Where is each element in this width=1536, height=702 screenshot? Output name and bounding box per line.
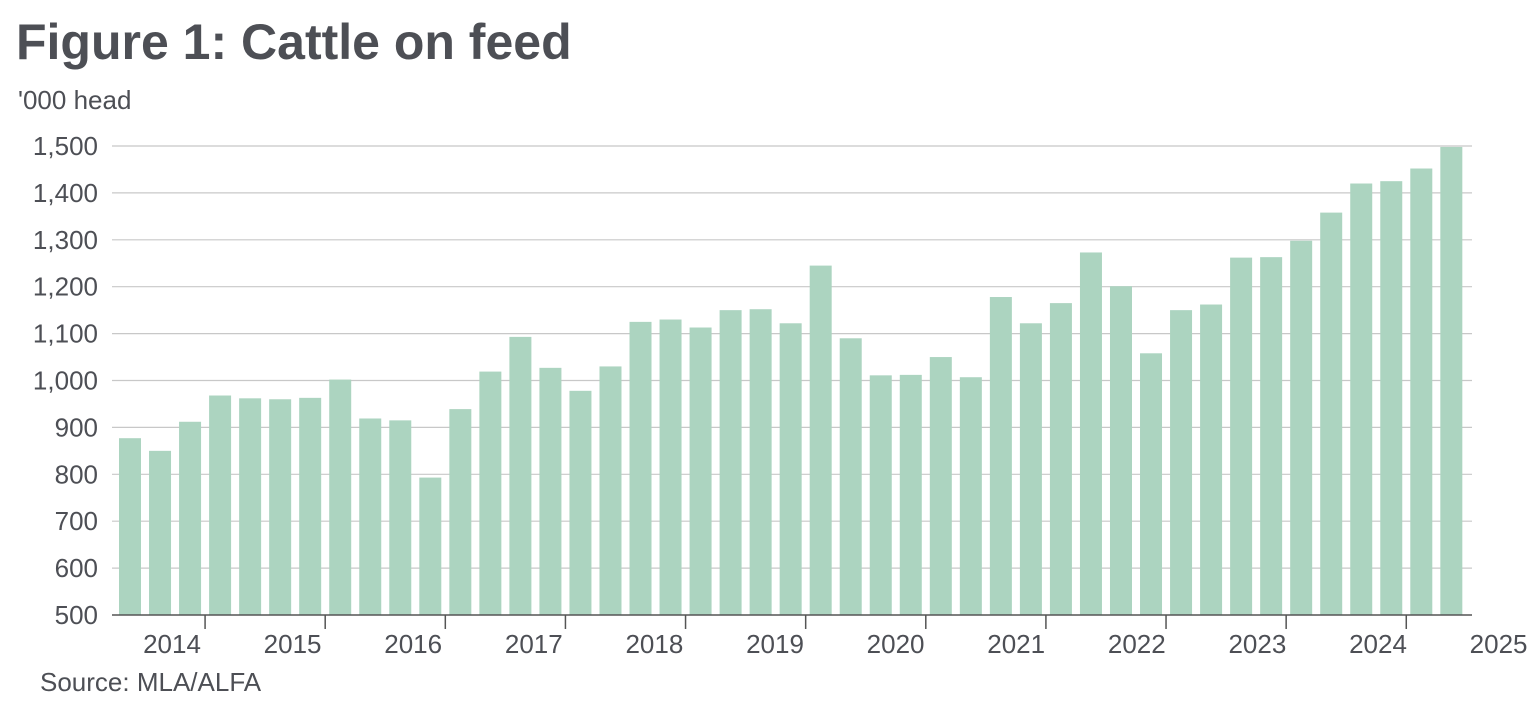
- bar: [269, 399, 292, 615]
- bar: [1049, 303, 1072, 615]
- y-tick-label: 1,200: [33, 272, 98, 302]
- bar: [1200, 304, 1223, 615]
- bar: [959, 377, 982, 615]
- x-tick-label: 2014: [143, 629, 201, 659]
- source-note: Source: MLA/ALFA: [40, 667, 262, 697]
- bar: [779, 323, 802, 615]
- bar: [839, 338, 862, 615]
- x-tick-label: 2018: [625, 629, 683, 659]
- bar: [1290, 240, 1313, 615]
- y-tick-label: 1,400: [33, 178, 98, 208]
- bar: [1260, 257, 1283, 615]
- bar: [569, 390, 592, 615]
- y-tick-label: 1,000: [33, 366, 98, 396]
- chart-title: Figure 1: Cattle on feed: [16, 14, 572, 70]
- bar: [1320, 212, 1343, 615]
- bar: [809, 265, 832, 615]
- bar: [239, 398, 262, 615]
- y-axis-tick-labels: 500 600 700 800 900 1,000 1,100 1,200 1,300 1,400…: [33, 131, 98, 630]
- bar: [1079, 252, 1102, 615]
- x-tick-label: 2015: [264, 629, 322, 659]
- bar: [389, 420, 412, 615]
- bar: [1170, 310, 1193, 615]
- x-tick-label: 2025: [1470, 629, 1528, 659]
- bar: [1350, 183, 1373, 615]
- bar: [1019, 323, 1042, 615]
- x-tick-label: 2020: [867, 629, 925, 659]
- x-tick-label: 2024: [1349, 629, 1407, 659]
- bar: [479, 371, 502, 615]
- x-tick-label: 2019: [746, 629, 804, 659]
- bar: [539, 367, 562, 615]
- bar: [449, 409, 472, 615]
- bar: [179, 421, 202, 615]
- y-tick-label: 800: [55, 459, 98, 489]
- x-tick-label: 2022: [1108, 629, 1166, 659]
- bar: [989, 297, 1012, 615]
- y-tick-label: 600: [55, 553, 98, 583]
- bar: [719, 310, 742, 615]
- bar: [359, 418, 382, 615]
- bar: [689, 327, 712, 615]
- bar: [599, 366, 622, 615]
- bar: [509, 336, 532, 615]
- bar: [899, 374, 922, 615]
- y-tick-label: 1,500: [33, 131, 98, 161]
- bar: [1440, 146, 1463, 616]
- y-tick-label: 1,100: [33, 319, 98, 349]
- bar: [119, 438, 141, 615]
- bar: [329, 379, 352, 615]
- bar: [419, 477, 442, 615]
- bar: [299, 397, 322, 615]
- x-axis: [112, 614, 1472, 629]
- bar: [1109, 286, 1132, 615]
- bar: [749, 309, 772, 615]
- x-tick-label: 2023: [1228, 629, 1286, 659]
- bar: [1410, 168, 1433, 615]
- bar: [1140, 353, 1163, 615]
- bar: [629, 321, 652, 615]
- y-axis-label: '000 head: [18, 85, 132, 115]
- bar: [659, 319, 682, 615]
- y-tick-label: 500: [55, 600, 98, 630]
- bar: [1380, 181, 1403, 616]
- bar: [149, 450, 172, 615]
- x-tick-label: 2017: [505, 629, 563, 659]
- bar: [929, 357, 952, 615]
- x-tick-label: 2016: [384, 629, 442, 659]
- bar: [209, 395, 232, 615]
- x-tick-label: 2021: [987, 629, 1045, 659]
- bar: [869, 375, 892, 615]
- y-tick-label: 900: [55, 412, 98, 442]
- x-axis-tick-labels: 2014 2015 2016 2017 2018 2019 2020 2021 2022 2023…: [143, 629, 1527, 659]
- y-tick-label: 1,300: [33, 225, 98, 255]
- bars: [119, 146, 1463, 616]
- bar: [1230, 257, 1253, 615]
- y-tick-label: 700: [55, 506, 98, 536]
